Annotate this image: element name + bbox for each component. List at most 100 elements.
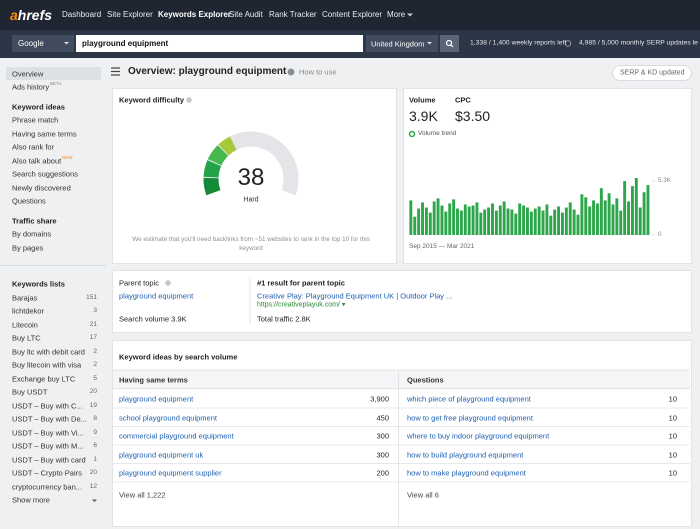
nav-link[interactable]: Newly discovered bbox=[12, 182, 71, 192]
engine-select[interactable] bbox=[12, 35, 74, 52]
list-count: 21 bbox=[89, 320, 97, 328]
column-divider bbox=[398, 370, 399, 525]
list-link[interactable]: Buy LTC bbox=[12, 333, 41, 343]
view-all[interactable]: View all 6 bbox=[407, 490, 439, 500]
list-link[interactable]: USDT – Buy with Vi... bbox=[12, 428, 84, 437]
query[interactable]: playground equipment bbox=[82, 38, 169, 48]
list-link[interactable]: cryptocurrency ban... bbox=[12, 482, 83, 491]
nav-item[interactable]: Site Audit bbox=[229, 10, 263, 19]
list-count: 2 bbox=[93, 361, 97, 368]
list-link[interactable]: lichtdekor bbox=[12, 306, 45, 316]
keyword-volume: 450 bbox=[376, 412, 389, 422]
keyword-link[interactable]: playground equipment uk bbox=[119, 449, 204, 459]
engine[interactable]: Google bbox=[18, 38, 44, 48]
active-item bbox=[6, 67, 101, 80]
y-tick-label: 0 bbox=[658, 230, 662, 238]
legend-label: Volume trend bbox=[418, 129, 457, 137]
keyword-link[interactable]: how to build playground equipment bbox=[407, 449, 524, 459]
volume-label: Volume bbox=[409, 95, 436, 105]
serp-status: SERP & KD updated bbox=[620, 69, 685, 76]
keyword-volume: 10 bbox=[668, 431, 677, 441]
keyword-volume: 300 bbox=[376, 431, 389, 441]
total-traffic: Total traffic 2.8K bbox=[257, 314, 311, 324]
keyword-link[interactable]: school playground equipment bbox=[119, 412, 217, 422]
logo[interactable]: ahrefs bbox=[10, 7, 53, 23]
badge: BETA bbox=[50, 80, 62, 86]
list-link[interactable]: Buy ltc with debit card bbox=[12, 347, 85, 356]
keyword-volume: 3,900 bbox=[370, 394, 389, 404]
nav-link[interactable]: By domains bbox=[12, 229, 52, 239]
nav-item[interactable]: Content Explorer bbox=[322, 10, 383, 19]
keyword-link[interactable]: where to buy indoor playground equipment bbox=[407, 431, 550, 441]
section-title: Traffic share bbox=[12, 215, 57, 225]
topic-link[interactable]: playground equipment bbox=[119, 291, 194, 301]
nav-item[interactable]: Rank Tracker bbox=[269, 10, 317, 19]
serp-button[interactable] bbox=[612, 65, 692, 81]
country[interactable]: United Kingdom bbox=[371, 38, 425, 48]
keyword-link[interactable]: commercial playground equipment bbox=[119, 431, 234, 441]
help-link[interactable]: How to use bbox=[299, 67, 337, 77]
list-link[interactable]: Barajas bbox=[12, 293, 38, 302]
help-icon bbox=[287, 68, 295, 76]
list-link[interactable]: USDT – Buy with M... bbox=[12, 441, 84, 451]
nav-link[interactable]: Overview bbox=[12, 68, 44, 78]
nav-item[interactable]: Site Explorer bbox=[107, 10, 153, 19]
nav-link[interactable]: Phrase match bbox=[12, 115, 59, 125]
x-range: Sep 2015 — Mar 2021 bbox=[409, 242, 475, 250]
keyword-volume: 10 bbox=[668, 412, 677, 422]
list-link[interactable]: USDT – Buy with card bbox=[12, 455, 86, 464]
weekly-limit: 1,338 / 1,400 weekly reports left bbox=[470, 39, 567, 47]
keyword-volume: 10 bbox=[668, 449, 677, 459]
nav-link[interactable]: Also rank for bbox=[12, 142, 55, 152]
column-title: Having same terms bbox=[119, 374, 188, 384]
nav-link[interactable]: By pages bbox=[12, 242, 44, 252]
nav-link[interactable]: Also talk about bbox=[12, 155, 62, 165]
nav-link[interactable]: Questions bbox=[12, 196, 46, 206]
kd-value: 38 bbox=[237, 164, 265, 191]
card-title: #1 result for parent topic bbox=[257, 278, 345, 288]
card-title: Keyword difficulty bbox=[119, 95, 185, 105]
country-select[interactable] bbox=[366, 35, 438, 52]
keyword-link[interactable]: playground equipment bbox=[119, 394, 194, 404]
cpc-label: CPC bbox=[455, 95, 471, 105]
keyword-link[interactable]: how to get free playground equipment bbox=[407, 412, 533, 422]
nav-link[interactable]: Ads history bbox=[12, 82, 50, 92]
keyword-volume: 10 bbox=[668, 394, 677, 404]
nav-item[interactable]: Keywords Explorer bbox=[158, 10, 231, 19]
nav-item[interactable]: More bbox=[387, 10, 406, 19]
nav-link[interactable]: Search suggestions bbox=[12, 169, 78, 179]
sidebar bbox=[0, 58, 106, 529]
search-volume: Search volume 3.9K bbox=[119, 314, 187, 324]
section-title: Keyword ideas bbox=[12, 101, 65, 111]
result-link[interactable]: Creative Play: Playground Equipment UK |… bbox=[257, 291, 453, 301]
table-header bbox=[113, 370, 690, 389]
list-link[interactable]: USDT – Buy with De... bbox=[12, 414, 87, 424]
keyword-link[interactable]: playground equipment supplier bbox=[119, 468, 222, 478]
nav-link[interactable]: Having same terms bbox=[12, 128, 77, 138]
list-count: 9 bbox=[93, 428, 97, 436]
kd-label: Hard bbox=[243, 196, 259, 204]
search-button[interactable] bbox=[440, 35, 459, 52]
keyword-volume: 300 bbox=[376, 449, 389, 459]
list-link[interactable]: Litecoin bbox=[12, 320, 38, 329]
list-count: 151 bbox=[86, 293, 97, 301]
list-count: 5 bbox=[93, 374, 97, 382]
monthly-limit: 4,985 / 5,000 monthly SERP updates le bbox=[579, 39, 698, 47]
card-title: Keyword ideas by search volume bbox=[119, 352, 238, 362]
keyword-link[interactable]: how to make playground equipment bbox=[407, 468, 526, 478]
list-link[interactable]: Buy USDT bbox=[12, 387, 48, 397]
nav-item[interactable]: Dashboard bbox=[62, 10, 102, 19]
sidebar-divider bbox=[0, 265, 106, 266]
list-count: 20 bbox=[89, 469, 97, 476]
show-more[interactable]: Show more bbox=[12, 495, 50, 505]
list-count: 2 bbox=[93, 347, 97, 355]
view-all[interactable]: View all 1,222 bbox=[119, 490, 166, 500]
list-link[interactable]: USDT – Buy with C... bbox=[12, 401, 83, 410]
keyword-link[interactable]: which piece of playground equipment bbox=[407, 394, 531, 404]
list-link[interactable]: Exchange buy LTC bbox=[12, 374, 76, 383]
list-link[interactable]: USDT – Crypto Pairs bbox=[12, 468, 82, 478]
list-link[interactable]: Buy litecoin with visa bbox=[12, 360, 82, 370]
result-url[interactable]: https://creativeplayuk.com/ ▾ bbox=[257, 301, 346, 309]
query-input[interactable] bbox=[76, 35, 363, 52]
